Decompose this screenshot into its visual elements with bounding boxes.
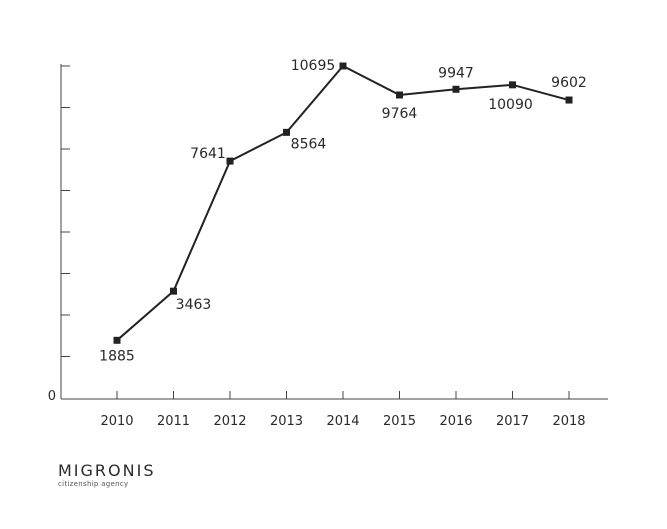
brand-name: MIGRONIS (58, 461, 156, 480)
data-point-marker (226, 157, 234, 165)
x-tick-label: 2010 (100, 414, 133, 429)
x-tick-label: 2015 (383, 414, 416, 429)
x-tick-label: 2014 (326, 414, 359, 429)
brand-tagline: citizenship agency (58, 480, 129, 488)
data-label: 3463 (176, 297, 212, 313)
data-label: 1885 (99, 348, 135, 364)
brand-logo: MIGRONIS citizenship agency (58, 462, 155, 489)
data-point-marker (396, 91, 403, 99)
x-tick-label: 2018 (552, 414, 585, 429)
data-point-marker (113, 336, 121, 344)
data-point-marker (452, 85, 460, 93)
data-label: 10090 (488, 97, 533, 113)
data-point-marker (283, 128, 290, 136)
data-label: 10695 (291, 58, 336, 74)
data-point-marker (339, 62, 347, 70)
x-tick-label: 2016 (439, 414, 472, 429)
x-tick-label: 2017 (496, 414, 529, 429)
x-tick-label: 2013 (270, 414, 303, 429)
x-tick-label: 2011 (157, 414, 190, 429)
axes: 0 2010 2011 2012 2013 2014 2015 2016 2017 2018 (48, 64, 608, 429)
data-point-marker (170, 287, 177, 295)
data-labels: 1885 3463 7641 8564 10695 9764 9947 10090 9602 (99, 58, 587, 364)
x-tick-label: 2012 (213, 414, 246, 429)
data-label: 8564 (291, 136, 327, 152)
data-label: 7641 (190, 146, 226, 162)
data-label: 9602 (551, 75, 587, 91)
series-line (113, 62, 573, 344)
data-label: 9764 (382, 106, 418, 122)
y-tick-label: 0 (48, 389, 56, 404)
data-point-marker (565, 96, 573, 104)
data-label: 9947 (438, 65, 474, 81)
data-point-marker (509, 81, 516, 89)
